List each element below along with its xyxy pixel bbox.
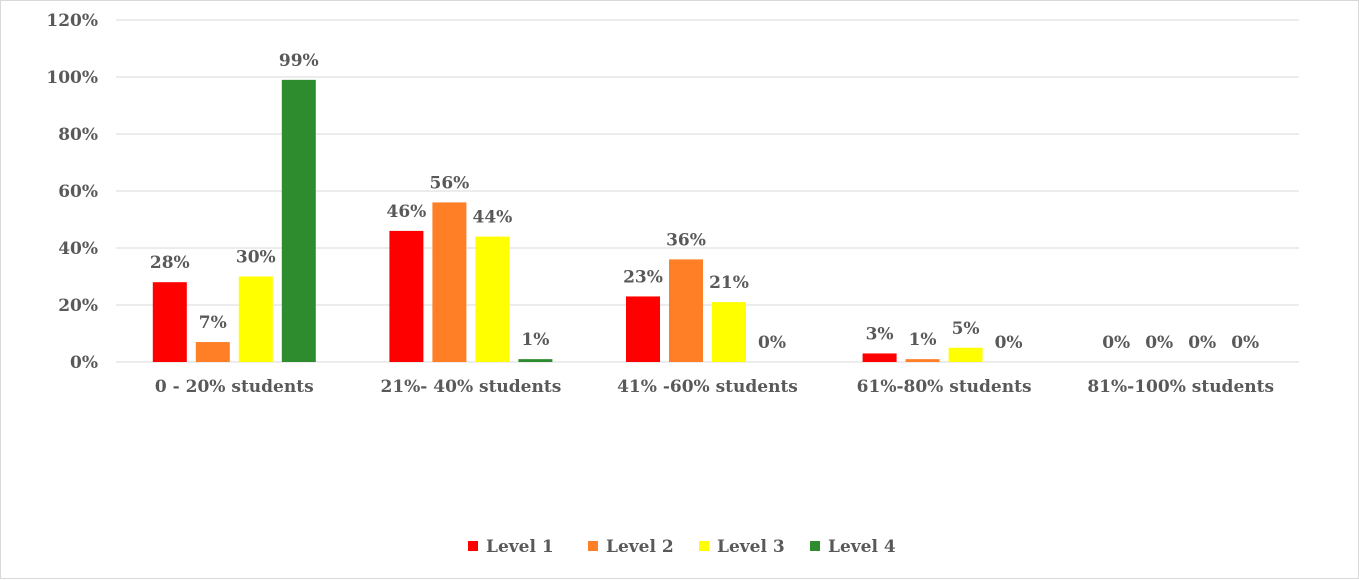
legend-label: Level 1 [486, 537, 554, 557]
x-category-label: 0 - 20% students [155, 377, 314, 397]
legend-swatch [588, 541, 598, 551]
legend-swatch [699, 541, 709, 551]
data-label: 30% [236, 248, 276, 268]
x-category-label: 81%-100% students [1087, 377, 1274, 397]
x-category-label: 41% -60% students [617, 377, 798, 397]
data-label: 99% [279, 51, 319, 71]
data-label: 21% [709, 273, 749, 293]
data-label: 7% [199, 313, 227, 333]
y-tick-label: 60% [58, 182, 98, 202]
bar [626, 296, 660, 362]
data-label: 5% [952, 319, 980, 339]
bar [905, 359, 940, 362]
bar [195, 342, 230, 362]
x-category-label: 61%-80% students [857, 377, 1032, 397]
y-tick-label: 120% [46, 11, 98, 31]
data-label: 0% [758, 333, 786, 353]
bar [475, 236, 510, 362]
legend-label: Level 3 [717, 537, 785, 557]
data-label: 36% [666, 230, 706, 250]
data-label: 23% [623, 267, 663, 287]
legend-swatch [468, 541, 478, 551]
bar [281, 79, 316, 362]
legend-label: Level 4 [828, 537, 896, 557]
y-tick-label: 20% [58, 296, 98, 316]
bar [669, 259, 703, 362]
y-tick-label: 0% [70, 353, 98, 373]
data-label: 28% [150, 253, 190, 273]
data-label: 56% [429, 173, 469, 193]
x-category-label: 21%- 40% students [381, 377, 562, 397]
data-label: 46% [386, 202, 426, 222]
bar [518, 359, 553, 362]
data-label: 1% [909, 330, 937, 350]
bar [712, 302, 746, 362]
y-tick-label: 80% [58, 125, 98, 145]
data-label: 0% [995, 333, 1023, 353]
y-tick-label: 40% [58, 239, 98, 259]
data-label: 1% [521, 330, 549, 350]
legend-swatch [810, 541, 820, 551]
bar [238, 276, 273, 362]
legend-label: Level 2 [606, 537, 674, 557]
data-label: 0% [1145, 333, 1173, 353]
data-label: 0% [1102, 333, 1130, 353]
y-tick-label: 100% [46, 68, 98, 88]
bar [152, 282, 187, 362]
bar [389, 230, 424, 362]
bar [432, 202, 467, 362]
data-label: 0% [1231, 333, 1259, 353]
bar [948, 347, 983, 362]
data-label: 0% [1188, 333, 1216, 353]
bar [862, 353, 897, 362]
data-label: 3% [866, 324, 894, 344]
data-label: 44% [472, 208, 512, 228]
